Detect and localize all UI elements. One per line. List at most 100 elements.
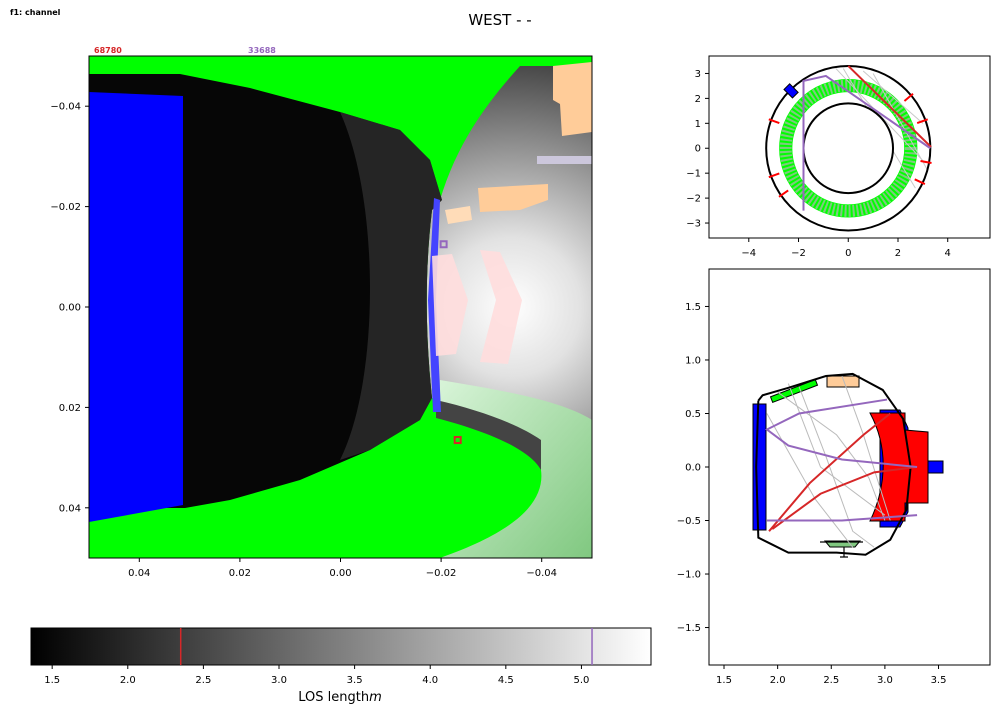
figure-title: WEST - - [468,11,532,29]
top-x-tick-label: 4 [945,248,951,259]
vessel-outline [755,372,912,556]
poloidal-red-los-1 [771,466,918,530]
image-x-tick-label: 0.00 [329,568,351,579]
outer-wall-port-2 [914,178,926,185]
poloidal-panel: 1.5 2.0 2.5 3.0 3.5 1.5 1.0 0.5 0.0 −0.5 −1.0 −1.5 [677,268,991,686]
top-y-tick-label: 2 [695,94,701,105]
top-y-tick-label: −3 [686,219,701,230]
top-x-tick-label: 0 [845,248,851,259]
pixel-marker-33688 [439,240,448,249]
upper-limiter-green [769,378,819,404]
poloidal-x-tick-label: 3.0 [877,675,893,686]
image-peach-mid [478,184,548,212]
colorbar-label-text: LOS length [298,690,370,705]
outer-wall-port-6 [768,118,780,125]
colorbar-tick-label: 3.5 [347,675,363,686]
image-pink-left [432,254,468,356]
outer-wall-port-5 [778,189,789,198]
inner-bumper [752,403,767,531]
colorbar: 1.5 2.0 2.5 3.0 3.5 4.0 4.5 5.0 [30,627,652,686]
colorbar-gradient [30,627,652,666]
colorbar-tick-label: 2.0 [120,675,136,686]
poloidal-y-tick-label: 1.0 [685,355,701,366]
image-y-tick-label: −0.02 [50,202,81,213]
top-x-tick-label: −4 [741,248,756,259]
image-peach-top [553,62,592,136]
top-y-tick-label: 3 [695,69,701,80]
top-y-tick-label: −1 [686,169,701,180]
image-x-tick-label: −0.04 [526,568,557,579]
poloidal-x-tick-label: 2.0 [770,675,786,686]
colorbar-tick-label: 2.5 [195,675,211,686]
outer-wall-port-0 [916,118,929,125]
colorbar-tick-label: 1.5 [44,675,60,686]
poloidal-gray-los-1 [798,386,875,548]
inner-wall [802,102,895,195]
poloidal-y-tick-label: 0.5 [685,409,701,420]
top-view-content[interactable] [765,64,932,232]
pixel-markers [439,240,462,445]
top-red-los [847,65,932,148]
colorbar-tick-label: 4.5 [498,675,514,686]
outer-antenna-red [869,412,929,522]
image-blue-region [89,92,183,522]
poloidal-y-ticks: 1.5 1.0 0.5 0.0 −0.5 −1.0 −1.5 [677,302,709,634]
colorbar-label: LOS lengthm [0,690,680,705]
camera-image-panel: 68780 33688 0.04 0.02 0.00 −0.02 −0.04 −0.04… [50,46,593,579]
image-x-tick-label: 0.02 [229,568,251,579]
red-pixel-index: 68780 [94,46,122,55]
purple-pixel-index: 33688 [248,46,276,55]
top-y-tick-label: 1 [695,119,701,130]
poloidal-x-tick-label: 3.5 [931,675,947,686]
poloidal-purple-los-1 [766,514,918,522]
divertor-stem [820,541,863,558]
outer-wall-port-4 [768,172,780,179]
top-x-tick-label: 2 [895,248,901,259]
poloidal-gray-los-4 [787,383,886,516]
top-view-panel: −4 −2 0 2 4 −3 −2 −1 0 1 2 3 [686,55,991,259]
poloidal-y-tick-label: 0.0 [685,463,701,474]
camera-image[interactable] [89,56,592,558]
top-y-tick-label: 0 [695,144,701,155]
image-y-tick-label: −0.04 [50,102,81,113]
poloidal-x-ticks: 1.5 2.0 2.5 3.0 3.5 [716,665,946,686]
poloidal-gray-los-0 [777,391,886,521]
image-x-tick-label: −0.02 [426,568,457,579]
top-gray-los-1 [862,70,924,124]
colorbar-tick-label: 5.0 [573,675,589,686]
image-y-tick-label: 0.04 [59,503,81,514]
image-peach-small [445,206,472,224]
top-peach-block [826,375,860,388]
outer-wall-port-1 [903,92,914,102]
outer-probe-blue [927,460,944,474]
poloidal-content[interactable] [755,372,918,556]
image-lavender-bar [537,156,592,164]
figure-label: f1: channel [10,8,61,17]
pixel-marker-68780 [453,436,462,445]
top-view-x-ticks: −4 −2 0 2 4 [741,238,951,259]
image-x-ticks: 0.04 0.02 0.00 −0.02 −0.04 [128,558,557,579]
camera-marker [783,83,799,99]
outer-wall-port-3 [920,160,932,164]
colorbar-label-unit: m [369,690,382,705]
colorbar-ticks: 1.5 2.0 2.5 3.0 3.5 4.0 4.5 5.0 [44,665,589,686]
poloidal-x-tick-label: 2.5 [823,675,839,686]
image-wall-shade [340,112,442,460]
colorbar-tick-label: 4.0 [422,675,438,686]
poloidal-frame [708,268,991,666]
poloidal-y-tick-label: −0.5 [677,516,701,527]
top-y-tick-label: −2 [686,194,701,205]
poloidal-y-tick-label: −1.0 [677,570,701,581]
poloidal-x-tick-label: 1.5 [716,675,732,686]
colorbar-tick-label: 3.0 [271,675,287,686]
poloidal-purple-los-0 [765,398,918,468]
image-lower-grey-band [436,400,541,470]
poloidal-y-tick-label: 1.5 [685,302,701,313]
image-y-tick-label: 0.00 [59,303,81,314]
image-x-tick-label: 0.04 [128,568,150,579]
top-view-y-ticks: −3 −2 −1 0 1 2 3 [686,69,709,230]
colorbar-markers [179,628,593,665]
poloidal-y-tick-label: −1.5 [677,623,701,634]
top-gray-los-3 [872,73,929,171]
